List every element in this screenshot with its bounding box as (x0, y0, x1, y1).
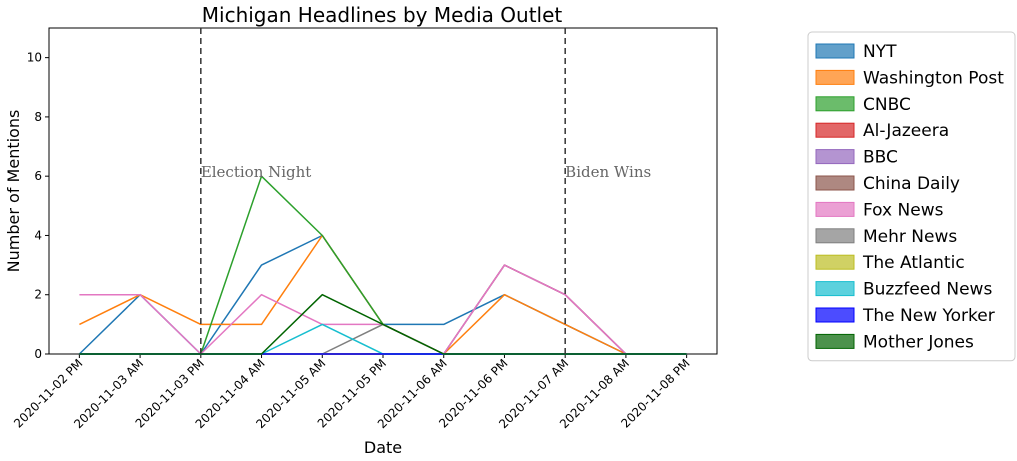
plot-frame (48, 27, 718, 355)
legend-label: CNBC (863, 95, 911, 115)
y-tick-label: 6 (34, 169, 42, 183)
y-tick-label: 2 (34, 288, 42, 302)
y-tick-label: 4 (34, 228, 42, 242)
legend-label: Buzzfeed News (863, 280, 992, 300)
legend-swatch (815, 96, 855, 112)
series-line-washington-post (79, 234, 687, 355)
legend-label: Mehr News (863, 227, 957, 247)
legend-label: Al-Jazeera (863, 121, 949, 141)
y-axis-label: Number of Mentions (4, 110, 23, 273)
legend-swatch (815, 175, 855, 191)
series-line-nyt (78, 234, 687, 355)
legend-label: The New Yorker (862, 306, 995, 326)
legend-swatch (815, 69, 855, 85)
legend-frame (807, 31, 1016, 362)
legend-label: NYT (863, 42, 897, 62)
legend-swatch (815, 122, 855, 138)
legend-swatch (815, 254, 855, 270)
legend-swatch (815, 43, 855, 59)
annotation-label: Biden Wins (565, 163, 651, 181)
x-axis-label: Date (364, 438, 402, 457)
legend-label: BBC (863, 148, 898, 168)
legend: NYT Washington Post CNBC Al-Jazeera BBC China… (807, 31, 1016, 362)
legend-swatch (815, 201, 855, 217)
legend-swatch (815, 281, 855, 297)
legend-swatch (815, 307, 855, 323)
legend-label: The Atlantic (862, 253, 965, 273)
legend-swatch (815, 333, 855, 349)
y-tick-label: 8 (34, 110, 42, 124)
legend-label: Fox News (863, 200, 944, 220)
legend-swatch (815, 149, 855, 165)
chart-title: Michigan Headlines by Media Outlet (202, 3, 563, 27)
legend-label: Washington Post (863, 68, 1004, 88)
y-tick-label: 10 (27, 51, 42, 65)
annotation-label: Election Night (201, 163, 312, 181)
y-tick-label: 0 (34, 347, 42, 361)
legend-label: Mother Jones (863, 332, 974, 352)
legend-swatch (815, 228, 855, 244)
series-line-cnbc (79, 175, 687, 355)
series-line-mother-jones (79, 293, 687, 355)
legend-label: China Daily (863, 174, 960, 194)
